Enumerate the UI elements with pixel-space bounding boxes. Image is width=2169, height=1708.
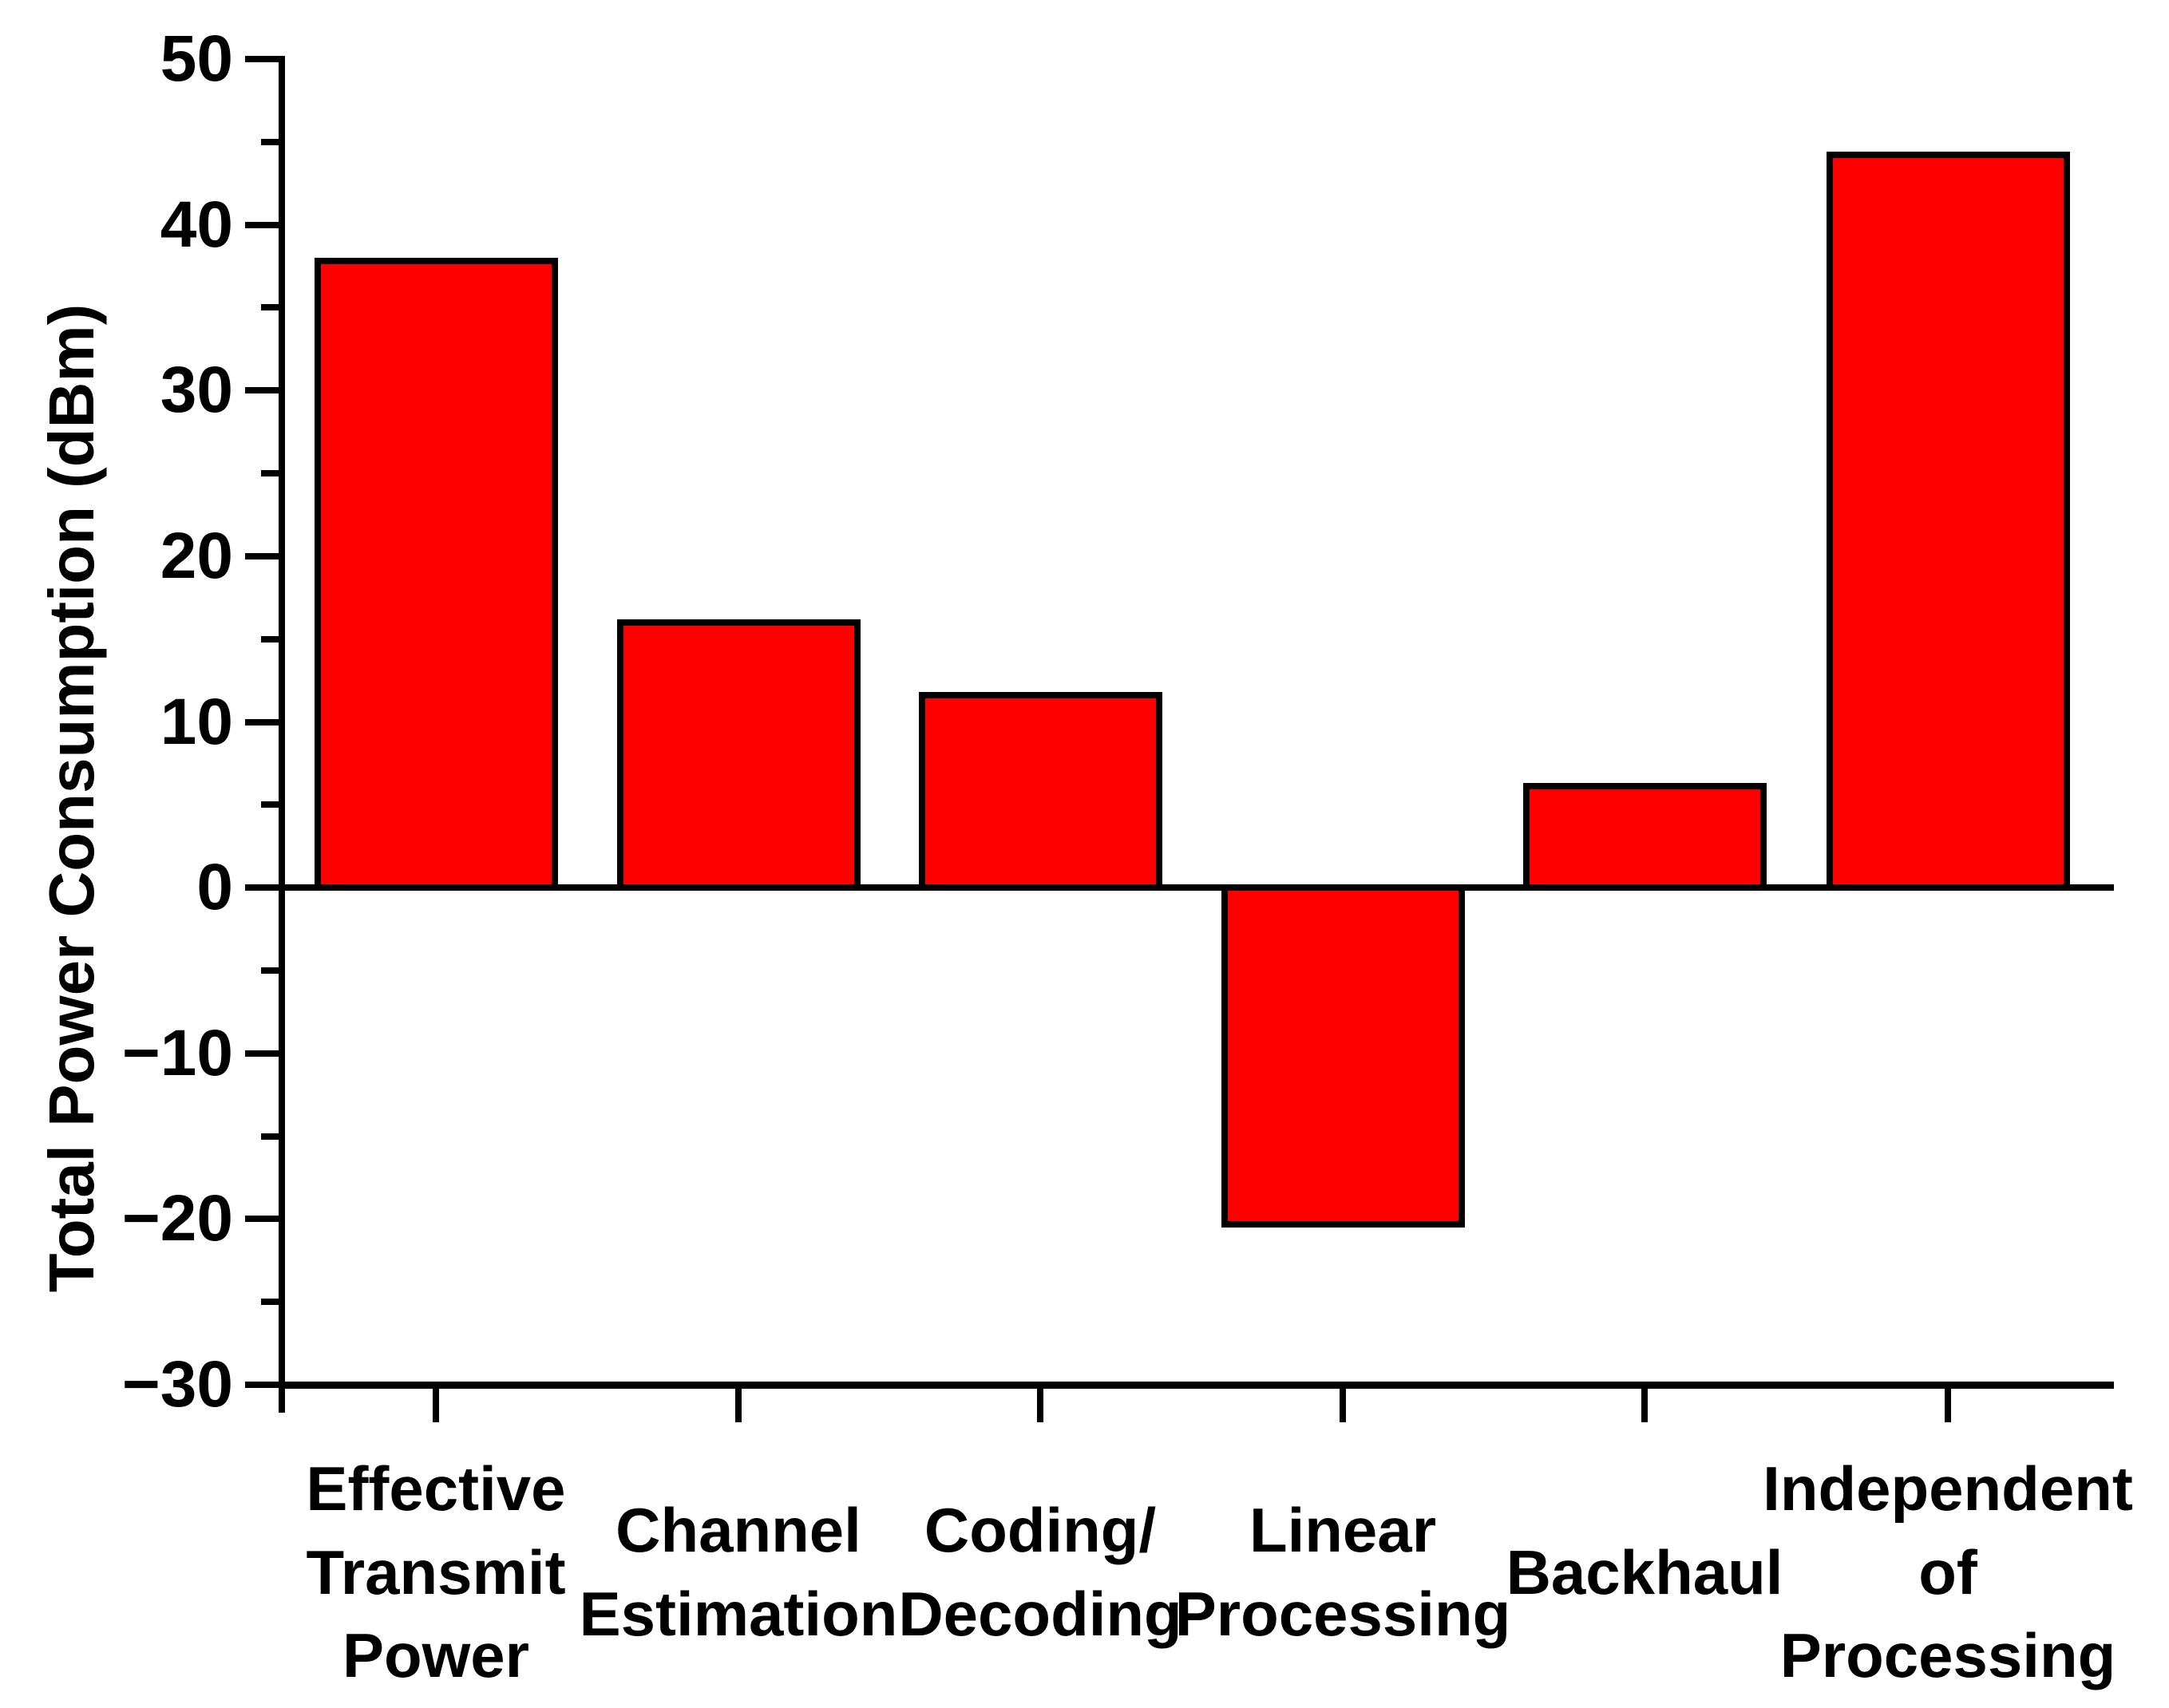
y-tick-label: 10	[160, 685, 233, 758]
y-major-tick	[245, 1216, 285, 1223]
bar-linear-processing	[1221, 884, 1465, 1228]
y-minor-tick	[261, 801, 285, 809]
y-tick-label: 0	[196, 851, 233, 924]
bar-coding-decoding	[918, 692, 1162, 892]
x-category-tick	[1945, 1388, 1951, 1422]
x-category-label-backhaul: Backhaul	[1506, 1536, 1783, 1607]
bar-backhaul	[1522, 783, 1767, 892]
y-major-tick	[245, 552, 285, 559]
x-category-tick	[433, 1388, 439, 1422]
y-major-tick	[245, 884, 285, 892]
y-major-tick	[245, 1382, 285, 1388]
y-major-tick	[245, 1050, 285, 1057]
x-category-tick	[1037, 1388, 1043, 1422]
y-tick-label: 20	[160, 519, 233, 592]
x-category-label-effective-transmit-power: Effective Transmit Power	[306, 1453, 566, 1691]
y-minor-tick	[261, 1133, 285, 1140]
y-tick-label: 40	[160, 188, 233, 261]
zero-line	[285, 884, 2114, 892]
x-category-label-channel-estimation: Channel Estimation	[579, 1495, 898, 1649]
y-axis-line	[279, 56, 285, 1413]
bar-chart: Total Power Consumption (dBm) 50 40 30 20 10…	[36, 22, 2133, 1691]
y-minor-tick	[261, 967, 285, 974]
y-minor-tick	[261, 1299, 285, 1306]
x-category-tick	[1641, 1388, 1648, 1422]
y-tick-label: 30	[160, 354, 233, 427]
y-minor-tick	[261, 470, 285, 477]
y-tick-label: −20	[121, 1182, 233, 1255]
y-major-tick	[245, 387, 285, 394]
x-category-tick	[1340, 1388, 1346, 1422]
y-tick-label: −30	[121, 1348, 233, 1421]
y-major-tick	[245, 221, 285, 228]
x-category-label-linear-processing: Linear Processing	[1174, 1495, 1511, 1649]
x-axis-line	[279, 1382, 2114, 1389]
y-tick-label: −10	[121, 1016, 233, 1089]
x-category-label-independent-of-processing: Independent of Processing	[1763, 1453, 2133, 1691]
x-category-tick	[735, 1388, 742, 1422]
bar-channel-estimation	[616, 619, 861, 892]
y-minor-tick	[261, 138, 285, 145]
y-minor-tick	[261, 635, 285, 642]
y-major-tick	[245, 56, 285, 62]
y-minor-tick	[261, 304, 285, 311]
y-major-tick	[245, 718, 285, 726]
bar-independent-of-processing	[1826, 152, 2070, 892]
y-tick-label: 50	[160, 22, 233, 95]
bar-effective-transmit-power	[314, 258, 558, 892]
x-category-label-coding-decoding: Coding/ Decoding	[898, 1495, 1182, 1649]
